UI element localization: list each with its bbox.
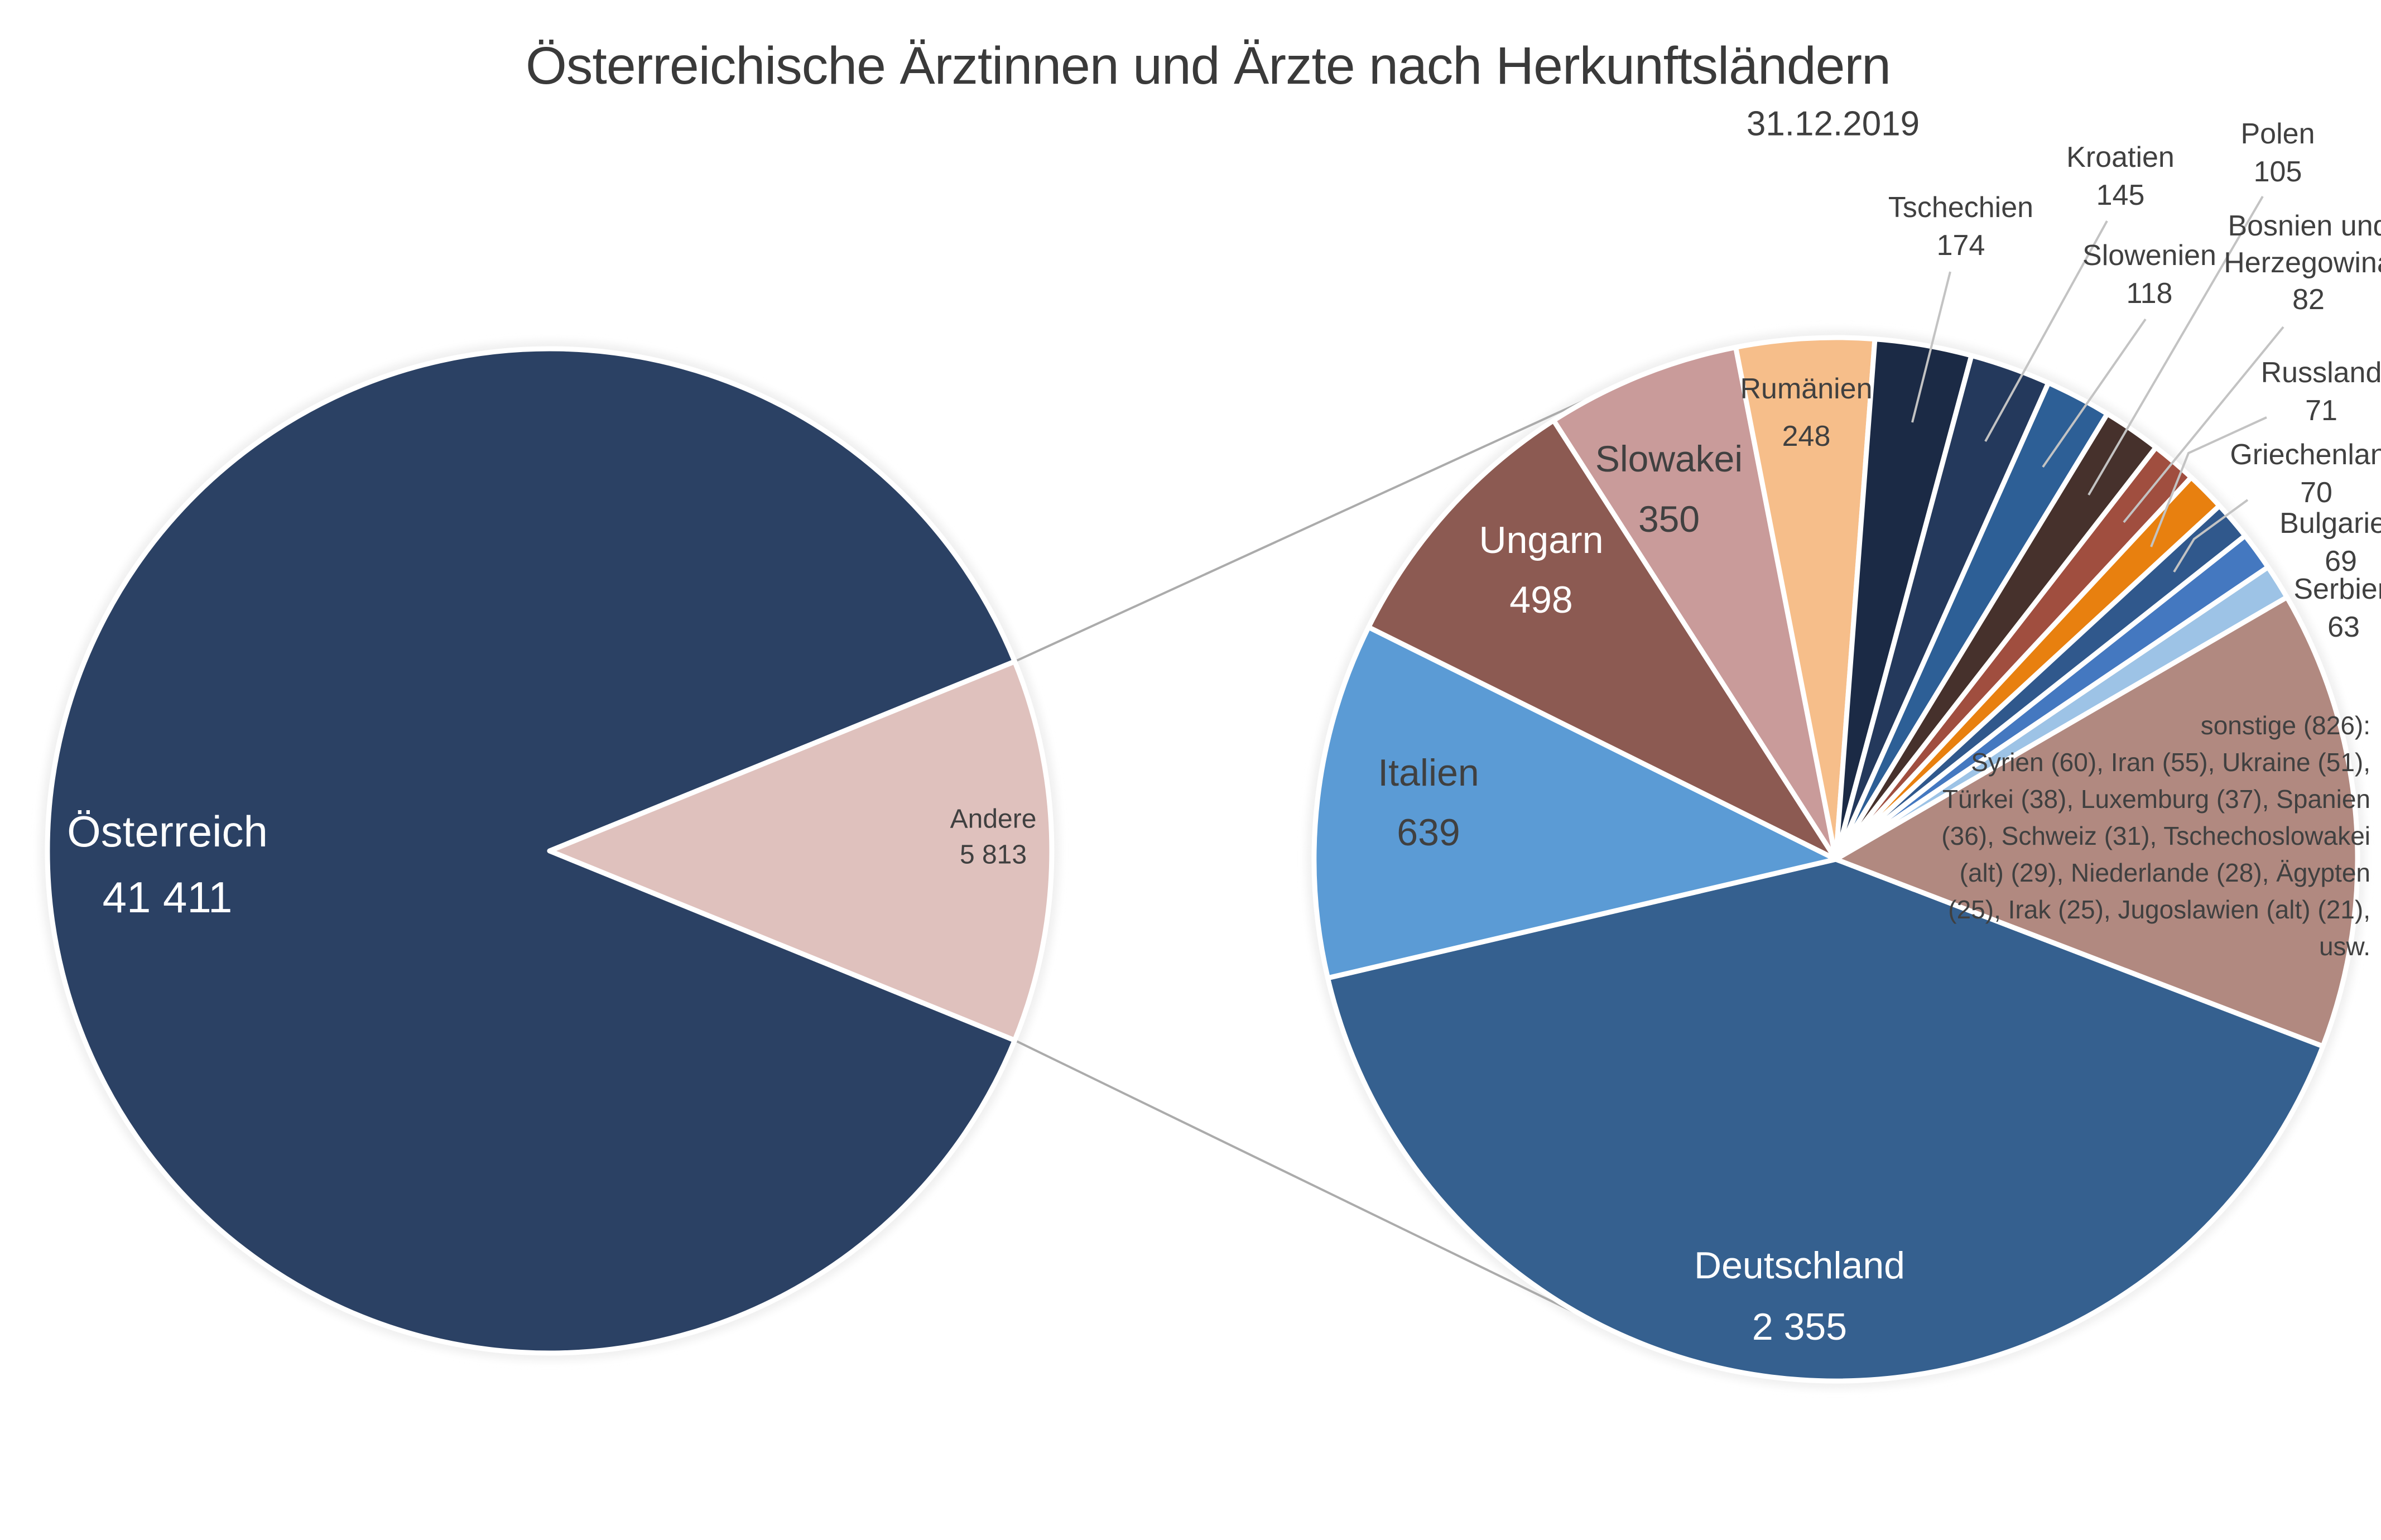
slice-label-bosnien-und-herzegowina-line3: 82 <box>2292 283 2325 316</box>
leader-line-russland <box>2150 416 2267 547</box>
slice-label-bosnien-und-herzegowina-line2: Herzegowina <box>2224 247 2381 279</box>
chart-title: Österreichische Ärztinnen und Ärzte nach… <box>526 36 1891 95</box>
leader-line-slowenien <box>2042 318 2147 468</box>
slice-label-italien-line2: 639 <box>1397 811 1460 854</box>
chart-subtitle: 31.12.2019 <box>1747 105 1920 143</box>
connector-line-top <box>1014 384 1619 663</box>
slice-label-kroatien-line1: Kroatien <box>2066 141 2175 174</box>
slice-label-andere-line2: 5 813 <box>960 840 1027 870</box>
leader-line-bosnien-und-herzegowina <box>2123 326 2284 523</box>
slice-label-tschechien-line2: 174 <box>1937 229 1985 262</box>
slice-label-rumaenien-line2: 248 <box>1782 420 1831 453</box>
primary-pie <box>45 346 1055 1356</box>
slice-label-oesterreich-line2: 41 411 <box>103 873 233 922</box>
pie-slice-sonstige <box>1833 594 2360 1049</box>
slice-label-deutschland-line1: Deutschland <box>1694 1244 1905 1287</box>
slice-label-bosnien-und-herzegowina-line1: Bosnien und <box>2228 210 2381 242</box>
slice-label-sonstige-line7: usw. <box>2319 932 2370 961</box>
slice-label-ungarn-line1: Ungarn <box>1479 519 1603 561</box>
slice-label-slowakei-line2: 350 <box>1638 498 1700 540</box>
pie-slice-deutschland <box>1325 856 2326 1384</box>
connector-line-bottom <box>1014 1039 1609 1330</box>
slice-label-rumaenien-line1: Rumänien <box>1740 373 1872 405</box>
slice-label-polen-line2: 105 <box>2254 156 2302 188</box>
slice-label-andere-line1: Andere <box>950 805 1037 834</box>
slice-label-griechenland-line2: 70 <box>2300 477 2332 509</box>
leader-line-tschechien <box>1911 271 1951 423</box>
slice-label-russland-line1: Russland <box>2261 357 2381 389</box>
slice-label-griechenland-line1: Griechenland <box>2230 439 2381 471</box>
pie-slice-italien <box>1311 624 1839 981</box>
series-connector-lines <box>1014 384 1619 1330</box>
pie-slice-rumaenien <box>1733 335 1878 862</box>
pie-slice-ungarn <box>1366 418 1839 862</box>
slice-label-italien-line1: Italien <box>1378 752 1479 794</box>
secondary-pie <box>1311 335 2360 1384</box>
slice-label-slowenien-line1: Slowenien <box>2082 239 2216 272</box>
label-leader-lines <box>1911 195 2284 573</box>
slice-label-sonstige-line5: (alt) (29), Niederlande (28), Ägypten <box>1960 858 2370 887</box>
slice-label-slowenien-line2: 118 <box>2127 277 2173 310</box>
slice-label-tschechien-line1: Tschechien <box>1888 191 2033 224</box>
pie-slice-slowakei <box>1551 344 1839 862</box>
slice-label-sonstige-line4: (36), Schweiz (31), Tschechoslowakei <box>1941 821 2370 850</box>
slice-label-bulgarien-line1: Bulgarien <box>2279 507 2381 540</box>
slice-label-oesterreich-line1: Österreich <box>67 807 268 856</box>
slice-label-sonstige-line6: (25), Irak (25), Jugoslawien (alt) (21), <box>1948 895 2370 924</box>
slice-label-serbien-line2: 63 <box>2327 611 2360 643</box>
slice-label-sonstige-line1: sonstige (826): <box>2201 711 2370 740</box>
slice-label-ungarn-line2: 498 <box>1509 579 1572 621</box>
leader-line-griechenland <box>2173 499 2249 573</box>
slice-label-russland-line2: 71 <box>2305 394 2337 427</box>
slice-label-deutschland-line2: 2 355 <box>1752 1306 1847 1348</box>
pie-slice-oesterreich <box>45 346 1017 1356</box>
slice-label-kroatien-line2: 145 <box>2096 179 2145 211</box>
leader-line-polen <box>2087 195 2264 496</box>
slice-label-sonstige-line3: Türkei (38), Luxemburg (37), Spanien <box>1942 785 2370 814</box>
slice-label-polen-line1: Polen <box>2241 118 2315 150</box>
slice-label-bulgarien-line2: 69 <box>2325 545 2357 578</box>
slice-label-slowakei-line1: Slowakei <box>1595 438 1743 479</box>
slice-label-sonstige-line2: Syrien (60), Iran (55), Ukraine (51), <box>1971 748 2370 777</box>
leader-line-kroatien <box>1984 220 2108 442</box>
slice-label-serbien-line1: Serbien <box>2293 573 2381 605</box>
slice-labels: Österreich 41 411 Andere 5 813 Deutschland 2 … <box>67 118 2381 1348</box>
pie-slice-andere <box>547 659 1055 1043</box>
